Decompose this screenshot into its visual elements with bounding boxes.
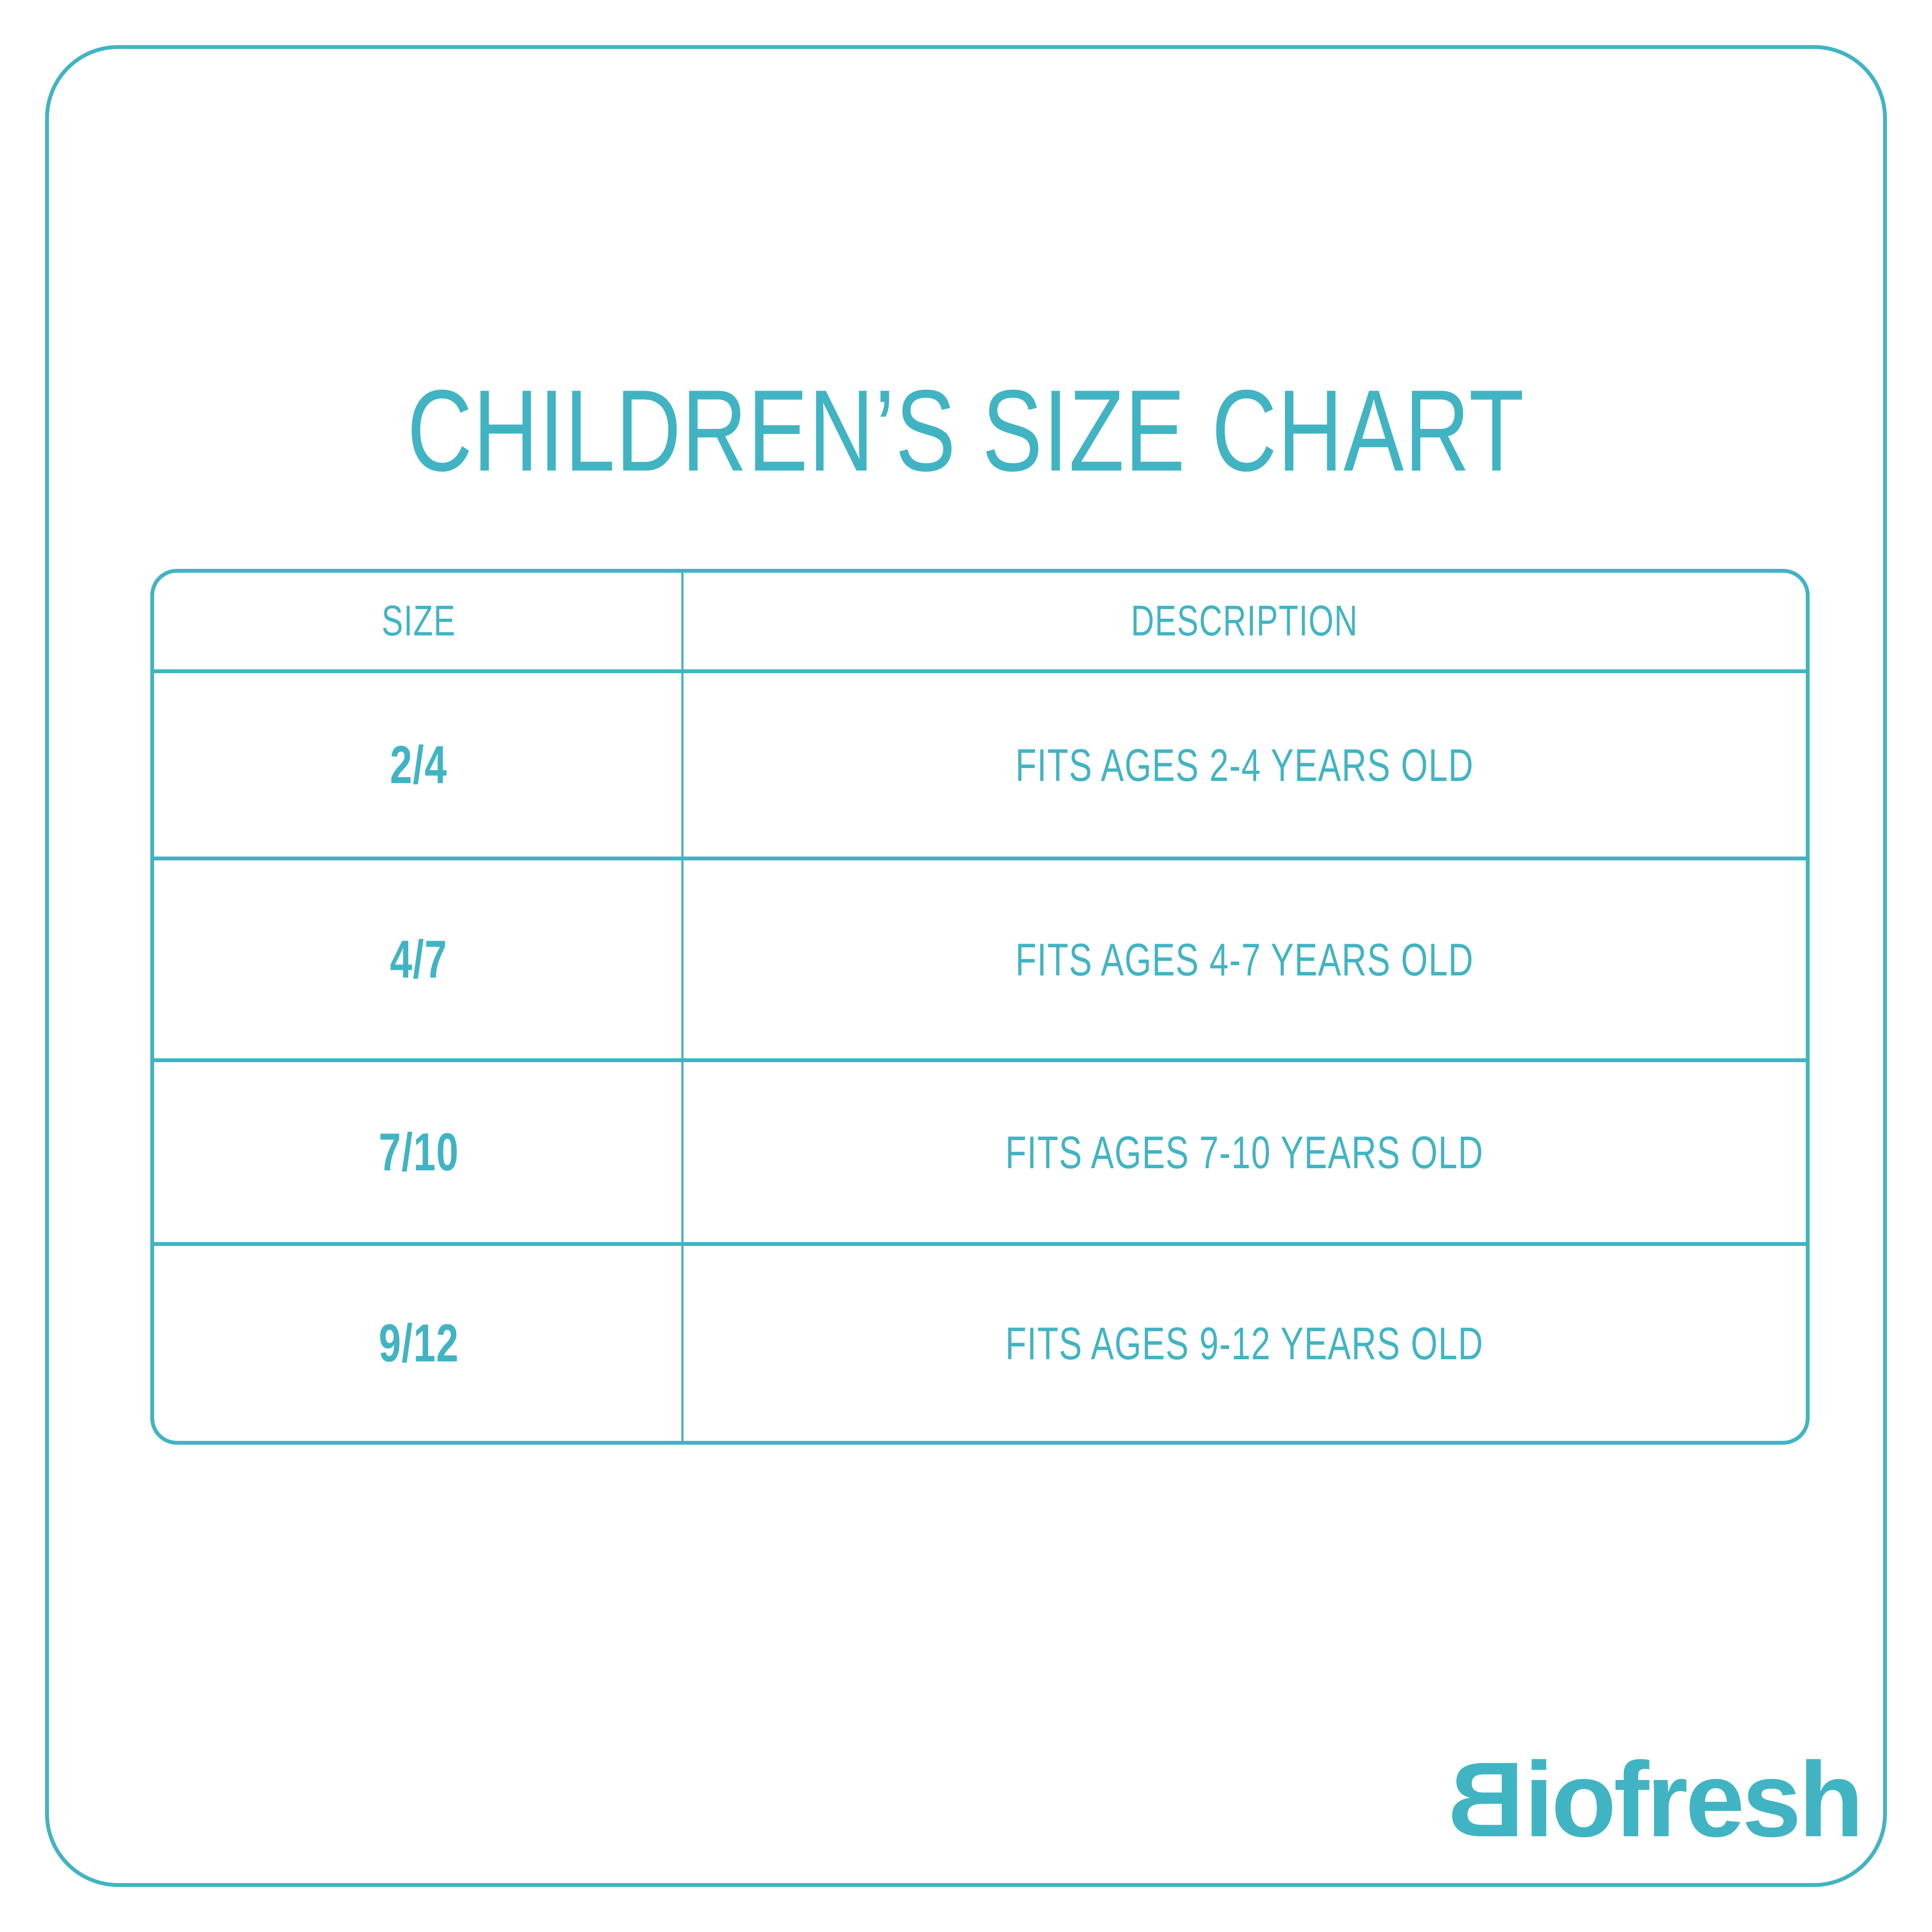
description-cell: FITS AGES 2-4 YEARS OLD (683, 673, 1806, 857)
page-border-frame (45, 45, 1887, 1887)
description-value: FITS AGES 4-7 YEARS OLD (1015, 933, 1474, 985)
description-value: FITS AGES 9-12 YEARS OLD (1005, 1318, 1484, 1369)
table-row: 4/7 FITS AGES 4-7 YEARS OLD (154, 857, 1806, 1058)
table-row: 9/12 FITS AGES 9-12 YEARS OLD (154, 1242, 1806, 1441)
size-header-cell: SIZE (154, 573, 683, 669)
size-value: 9/12 (378, 1314, 459, 1373)
description-value: FITS AGES 7-10 YEARS OLD (1005, 1126, 1484, 1178)
size-cell: 9/12 (154, 1246, 683, 1441)
page-title: CHILDREN’S SIZE CHART (0, 367, 1932, 495)
size-value: 2/4 (390, 735, 448, 795)
size-header-label: SIZE (382, 597, 456, 645)
biofresh-logo: Biofresh (1450, 1740, 1864, 1859)
page-title-text: CHILDREN’S SIZE CHART (407, 366, 1525, 495)
size-cell: 4/7 (154, 860, 683, 1058)
description-cell: FITS AGES 9-12 YEARS OLD (683, 1246, 1806, 1441)
biofresh-logo-rest: iofresh (1524, 1740, 1864, 1859)
description-header-cell: DESCRIPTION (683, 573, 1806, 669)
table-header-row: SIZE DESCRIPTION (154, 573, 1806, 669)
description-header-label: DESCRIPTION (1131, 597, 1358, 645)
size-cell: 2/4 (154, 673, 683, 857)
table-row: 7/10 FITS AGES 7-10 YEARS OLD (154, 1058, 1806, 1242)
description-value: FITS AGES 2-4 YEARS OLD (1015, 739, 1474, 791)
biofresh-logo-mirrored-b: B (1450, 1740, 1525, 1859)
size-cell: 7/10 (154, 1062, 683, 1242)
table-row: 2/4 FITS AGES 2-4 YEARS OLD (154, 669, 1806, 857)
description-cell: FITS AGES 4-7 YEARS OLD (683, 860, 1806, 1058)
description-cell: FITS AGES 7-10 YEARS OLD (683, 1062, 1806, 1242)
column-divider (681, 573, 683, 1441)
size-chart-table: SIZE DESCRIPTION 2/4 FITS AGES 2-4 YEARS… (150, 569, 1810, 1445)
size-value: 7/10 (378, 1122, 459, 1182)
size-value: 4/7 (390, 930, 448, 989)
